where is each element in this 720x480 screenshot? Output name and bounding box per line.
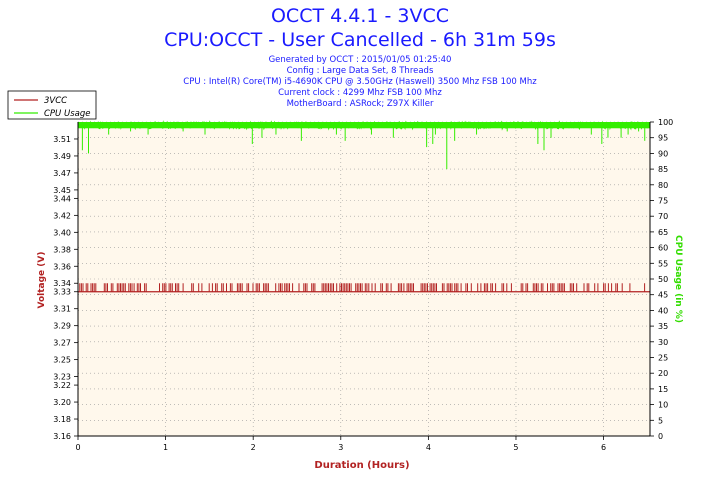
y-tick-label: 3.27 — [53, 339, 71, 348]
y2-tick-label: 70 — [658, 212, 668, 221]
series-3vcc — [78, 283, 650, 293]
y2-tick-label: 80 — [658, 181, 668, 190]
y-tick-label: 3.44 — [53, 194, 71, 203]
cpu-usage-band — [78, 122, 650, 129]
y2-tick-label: 90 — [658, 149, 668, 158]
plot-area — [78, 122, 650, 436]
y-tick-label: 3.38 — [53, 245, 71, 254]
y2-tick-label: 95 — [658, 134, 668, 143]
info-line-generated: Generated by OCCT : 2015/01/05 01:25:40 — [269, 55, 452, 65]
y-tick-label: 3.42 — [53, 211, 71, 220]
x-tick-label: 0 — [75, 443, 80, 452]
x-tick-label: 6 — [601, 443, 606, 452]
y-tick-label: 3.31 — [53, 305, 71, 314]
legend: 3VCC CPU Usage — [7, 90, 97, 120]
y-tick-label: 3.51 — [53, 135, 71, 144]
y-tick-label: 3.23 — [53, 373, 71, 382]
y2-tick-label: 65 — [658, 228, 668, 237]
cpu-usage-line — [77, 120, 651, 131]
y2-axis-label: CPU Usage (in %) — [673, 235, 683, 323]
y-tick-label: 3.16 — [53, 432, 71, 441]
y2-tick-label: 15 — [658, 385, 668, 394]
x-tick-label: 2 — [251, 443, 256, 452]
y2-tick-label: 100 — [658, 118, 673, 127]
y-tick-label: 3.33 — [53, 288, 71, 297]
y2-tick-label: 10 — [658, 401, 668, 410]
y2-tick-label: 35 — [658, 322, 668, 331]
info-line-cpu: CPU : Intel(R) Core(TM) i5-4690K CPU @ 3… — [183, 77, 537, 87]
info-line-motherboard: MotherBoard : ASRock; Z97X Killer — [287, 99, 434, 109]
y2-tick-label: 85 — [658, 165, 668, 174]
y-tick-labels: 3.16 3.18 3.20 3.223.23 3.25 3.27 3.29 3.31 3.33… — [53, 135, 78, 441]
y-tick-label: 3.29 — [53, 322, 71, 331]
chart-subtitle: CPU:OCCT - User Cancelled - 6h 31m 59s — [164, 29, 556, 51]
y2-tick-label: 30 — [658, 338, 668, 347]
y-tick-label: 3.47 — [53, 169, 71, 178]
y-tick-label: 3.36 — [53, 262, 71, 271]
y2-tick-label: 75 — [658, 197, 668, 206]
y2-tick-label: 60 — [658, 244, 668, 253]
y2-tick-label: 50 — [658, 275, 668, 284]
x-tick-labels: 0 1 2 3 4 5 6 — [75, 436, 606, 452]
chart-title: OCCT 4.4.1 - 3VCC — [271, 5, 449, 27]
y2-tick-label: 55 — [658, 259, 668, 268]
info-line-clock: Current clock : 4299 Mhz FSB 100 Mhz — [278, 88, 442, 98]
y-tick-label: 3.25 — [53, 356, 71, 365]
legend-label-3vcc: 3VCC — [44, 96, 67, 106]
y-tick-label: 3.22 — [53, 381, 71, 390]
y-tick-label: 3.40 — [53, 228, 71, 237]
series-cpu-usage — [77, 120, 651, 170]
y2-tick-label: 5 — [658, 416, 663, 425]
y2-tick-label: 0 — [658, 432, 663, 441]
info-line-config: Config : Large Data Set, 8 Threads — [287, 66, 434, 76]
legend-label-cpu: CPU Usage — [44, 109, 90, 119]
x-tick-label: 1 — [163, 443, 168, 452]
y-tick-label: 3.49 — [53, 152, 71, 161]
x-tick-label: 5 — [513, 443, 518, 452]
info-block: Generated by OCCT : 2015/01/05 01:25:40 … — [183, 55, 537, 109]
y-tick-label: 3.34 — [53, 279, 71, 288]
y2-tick-label: 25 — [658, 354, 668, 363]
legend-box — [7, 90, 97, 120]
y2-tick-label: 20 — [658, 369, 668, 378]
x-axis-label: Duration (Hours) — [314, 460, 409, 471]
y2-tick-label: 40 — [658, 306, 668, 315]
x-tick-label: 3 — [338, 443, 343, 452]
y-axis-label: Voltage (V) — [37, 252, 47, 309]
y2-tick-labels: 0 5 10 15 20 25 30 35 40 45 50 55 60 65 70 75 80 85 90 95 10… — [650, 118, 673, 441]
y-tick-label: 3.18 — [53, 415, 71, 424]
y-tick-label: 3.45 — [53, 186, 71, 195]
x-tick-label: 4 — [426, 443, 431, 452]
y-tick-label: 3.20 — [53, 398, 71, 407]
y2-tick-label: 45 — [658, 291, 668, 300]
